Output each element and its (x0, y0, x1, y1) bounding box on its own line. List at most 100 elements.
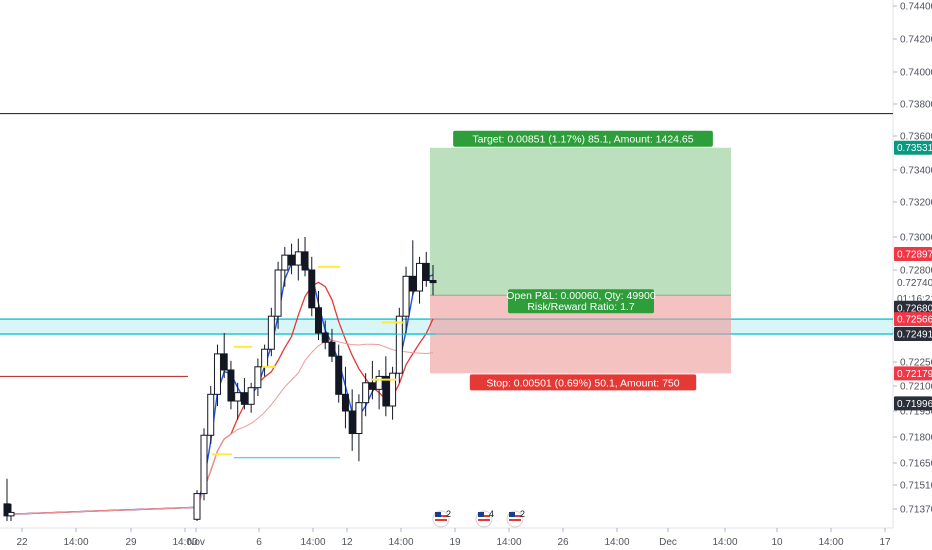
candle-2 (193, 490, 201, 521)
price-tag-bg (894, 396, 932, 411)
position-labels: Target: 0.00851 (1.17%) 85.1, Amount: 14… (453, 130, 713, 391)
candle-26 (355, 394, 363, 462)
candle-body (227, 369, 235, 402)
profit-zone[interactable] (430, 147, 731, 296)
pnl-label-line1: Open P&L: 0.00060, Qty: 49900 (506, 290, 656, 302)
candle-body (429, 280, 437, 284)
candle-body (368, 382, 376, 390)
candle-3 (200, 428, 208, 501)
candle-body (409, 275, 417, 292)
candle-body (315, 307, 322, 334)
candle-body (402, 275, 410, 317)
candle-18 (301, 237, 309, 277)
price-tag-0: 0.73531 (894, 140, 932, 155)
price-tag-bg (894, 327, 932, 342)
price-tag-text: 0.72680 (897, 303, 932, 314)
ma-long-line (6, 339, 434, 517)
x-tick-label-14: 14:00 (712, 537, 737, 548)
candle-body (382, 375, 390, 407)
pnl-label: Open P&L: 0.00060, Qty: 49900Risk/Reward… (506, 289, 656, 314)
x-tick-label-1: 14:00 (63, 537, 88, 548)
target-label-text: Target: 0.00851 (1.17%) 85.1, Amount: 14… (472, 134, 693, 146)
candle-body (267, 315, 275, 350)
candle-35 (416, 256, 424, 304)
candle-30 (382, 356, 390, 417)
price-tag-2: 0.72740 (894, 275, 932, 290)
candle-body (294, 251, 302, 266)
x-tick-label-0: 22 (16, 537, 28, 548)
price-tag-bg (894, 140, 932, 155)
flag-canton (478, 512, 484, 517)
target-label: Target: 0.00851 (1.17%) 85.1, Amount: 14… (453, 130, 713, 147)
x-tick-label-15: 10 (771, 537, 783, 548)
candle-body (247, 387, 255, 405)
x-tick-label-13: Dec (659, 537, 677, 548)
candle-body (193, 493, 201, 520)
stop-label-text: Stop: 0.00501 (0.69%) 50.1, Amount: 750 (486, 377, 679, 389)
candle-body (254, 366, 262, 389)
candle-37 (429, 265, 437, 296)
x-tick-label-9: 19 (449, 537, 461, 548)
pnl-label-bg (508, 289, 654, 314)
candle-1 (7, 503, 15, 521)
candlesticks (3, 237, 437, 521)
pnl-label-line2: Risk/Reward Ratio: 1.7 (527, 301, 635, 313)
candle-body (281, 254, 289, 271)
price-tag-text: 0.71996 (897, 399, 932, 410)
flag-canton (435, 512, 441, 517)
price-tag-4: 0.72680 (894, 300, 932, 315)
candle-27 (362, 373, 370, 417)
candle-body (308, 269, 316, 309)
price-tag-text: 0.72897 (897, 249, 932, 260)
candle-4 (207, 386, 215, 444)
flag-stripe-2 (478, 519, 490, 521)
x-tick-label-11: 26 (557, 537, 569, 548)
price-tag-bg (894, 300, 932, 315)
candle-29 (375, 370, 383, 410)
candle-body (416, 262, 424, 292)
x-tick-label-12: 14:00 (604, 537, 629, 548)
candle-34 (409, 240, 417, 296)
candle-body (261, 348, 269, 368)
candle-23 (335, 344, 343, 403)
candle-21 (321, 320, 329, 350)
event-count: 2 (520, 509, 525, 519)
candle-body (328, 341, 336, 357)
candle-32 (395, 307, 403, 383)
price-tag-1: 0.72897 (894, 246, 932, 261)
target-label-bg (453, 130, 713, 147)
candle-36 (422, 251, 430, 287)
candle-25 (348, 389, 356, 451)
flag-stripe-2 (509, 519, 521, 521)
candle-19 (308, 256, 316, 317)
price-tag-bg (894, 366, 932, 381)
candle-body (335, 355, 343, 395)
candle-body (389, 372, 397, 407)
price-tag-text: 0.72740 (897, 278, 932, 289)
candle-body (362, 382, 370, 404)
candle-0 (3, 478, 11, 521)
candle-body (301, 251, 309, 271)
candle-13 (267, 307, 275, 357)
candle-17 (294, 238, 302, 281)
price-tag-bg (894, 312, 932, 327)
x-tick-label-6: 14:00 (300, 537, 325, 548)
long-position-tool[interactable] (430, 147, 731, 374)
candle-6 (220, 333, 228, 378)
candle-5 (213, 344, 221, 406)
candle-body (355, 402, 363, 435)
candle-14 (274, 261, 282, 329)
candle-body (3, 503, 11, 517)
